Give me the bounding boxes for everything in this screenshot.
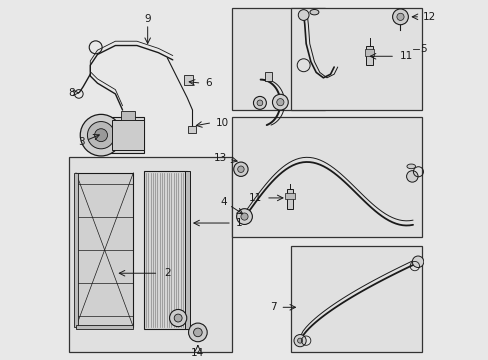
Bar — [187, 126, 195, 133]
Circle shape — [233, 162, 247, 176]
Text: 13: 13 — [213, 153, 226, 163]
Ellipse shape — [309, 9, 318, 15]
Circle shape — [411, 256, 423, 267]
Circle shape — [297, 338, 302, 343]
Text: 4: 4 — [220, 197, 226, 207]
Bar — [265, 72, 271, 81]
Circle shape — [257, 100, 262, 106]
Circle shape — [174, 314, 182, 322]
Bar — [76, 324, 133, 329]
Bar — [290, 246, 421, 352]
Circle shape — [188, 323, 207, 342]
Bar — [74, 173, 78, 327]
Circle shape — [272, 94, 287, 110]
Text: 12: 12 — [422, 12, 435, 22]
Bar — [144, 171, 187, 329]
Circle shape — [298, 10, 308, 21]
Text: 3: 3 — [78, 138, 84, 147]
Bar — [185, 171, 189, 329]
Text: 11: 11 — [399, 51, 412, 61]
Text: 5: 5 — [419, 44, 426, 54]
Circle shape — [193, 328, 202, 337]
Bar — [231, 117, 421, 237]
Text: 9: 9 — [144, 14, 151, 24]
Bar — [366, 45, 372, 65]
Circle shape — [392, 9, 407, 25]
Ellipse shape — [406, 164, 415, 169]
Circle shape — [236, 209, 252, 225]
Bar — [69, 157, 231, 352]
Bar — [290, 8, 421, 110]
Circle shape — [94, 129, 107, 141]
Text: 2: 2 — [163, 268, 170, 278]
Text: 8: 8 — [68, 88, 75, 98]
Circle shape — [276, 99, 284, 106]
Circle shape — [253, 96, 266, 109]
Circle shape — [237, 166, 244, 172]
Circle shape — [169, 310, 186, 327]
Bar — [76, 173, 133, 327]
Bar — [286, 189, 292, 209]
Bar — [97, 117, 144, 153]
Bar — [231, 8, 325, 110]
Circle shape — [80, 114, 122, 156]
Text: 11: 11 — [248, 193, 261, 203]
Text: 7: 7 — [269, 302, 276, 312]
Bar — [364, 49, 373, 56]
Bar — [121, 111, 135, 120]
Circle shape — [241, 213, 247, 220]
Text: 1: 1 — [235, 218, 242, 228]
Circle shape — [293, 334, 305, 347]
Bar — [112, 120, 144, 149]
Bar — [284, 193, 294, 199]
Circle shape — [87, 122, 115, 149]
Text: 14: 14 — [191, 348, 204, 358]
Text: 10: 10 — [215, 118, 228, 127]
Circle shape — [396, 13, 403, 21]
Circle shape — [406, 171, 417, 182]
Text: 6: 6 — [204, 78, 211, 88]
Bar — [183, 75, 192, 85]
